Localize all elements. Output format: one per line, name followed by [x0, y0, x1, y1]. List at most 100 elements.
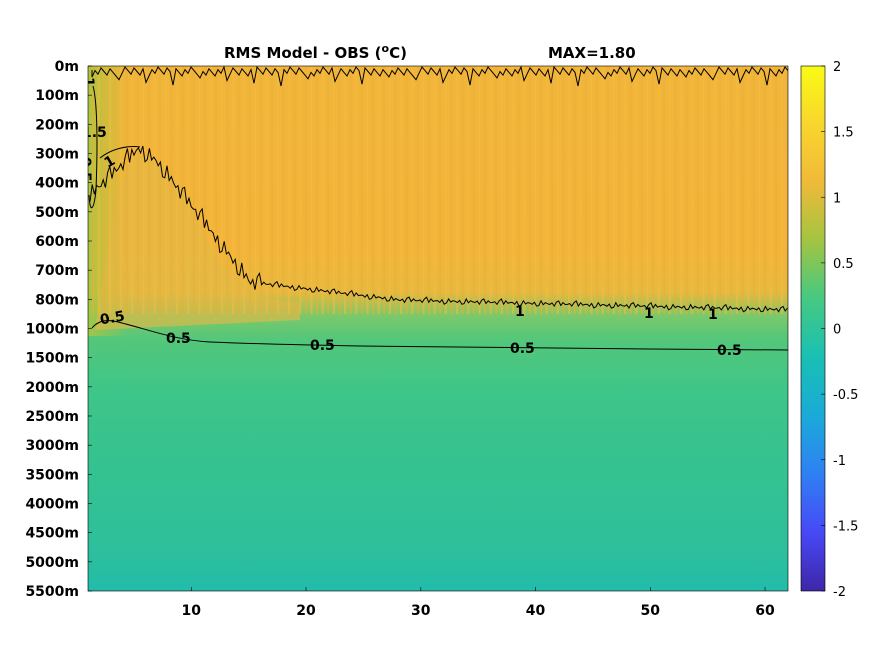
heatmap-stripe	[450, 66, 453, 314]
y-tick-label: 3000m	[25, 438, 79, 454]
heatmap-stripe	[629, 66, 632, 314]
heatmap-stripe	[327, 66, 330, 314]
heatmap-stripe	[383, 66, 386, 314]
heatmap-stripe	[573, 66, 576, 314]
heatmap-stripe	[220, 66, 223, 314]
y-tick-label: 2500m	[25, 409, 79, 425]
heatmap-stripe	[472, 66, 475, 314]
heatmap-stripe	[584, 66, 587, 314]
heatmap-stripe	[517, 66, 520, 314]
contour-1-top	[91, 66, 788, 87]
heatmap-stripe	[596, 66, 599, 314]
heatmap-stripe	[674, 66, 677, 314]
heatmap-stripe	[758, 66, 761, 314]
heatmap-stripe	[232, 66, 235, 314]
heatmap-stripe	[282, 66, 285, 314]
heatmap-stripe	[461, 66, 464, 314]
heatmap-stripe	[204, 66, 207, 314]
heatmap-stripe	[590, 66, 593, 314]
heatmap-stripe	[579, 66, 582, 314]
heatmap-lobe	[95, 152, 300, 330]
x-tick-label: 20	[296, 603, 316, 619]
heatmap-stripe	[187, 66, 190, 314]
colorbar-tick-label: -2	[833, 585, 846, 600]
heatmap-stripe	[528, 66, 531, 314]
heatmap-stripe	[489, 66, 492, 314]
heatmap-stripe	[747, 66, 750, 314]
heatmap-stripe	[540, 66, 543, 314]
heatmap-stripe	[164, 66, 167, 314]
heatmap-stripe	[97, 66, 100, 314]
chart-title: RMS Model - OBS (oC)	[224, 42, 407, 62]
x-tick-label: 10	[182, 603, 202, 619]
heatmap-stripe	[612, 66, 615, 314]
heatmap-stripe	[321, 66, 324, 314]
heatmap-stripe	[293, 66, 296, 314]
heatmap-stripe	[691, 66, 694, 314]
heatmap-stripe	[299, 66, 302, 314]
heatmap-stripe	[495, 66, 498, 314]
heatmap-stripe	[562, 66, 565, 314]
heatmap-stripes	[92, 66, 788, 314]
contour-1	[89, 145, 788, 313]
heatmap-stripe	[741, 66, 744, 314]
contour-label-0.5-a: 0.5	[99, 308, 126, 328]
heatmap-stripe	[377, 66, 380, 314]
colorbar-tick-label: 0	[833, 323, 841, 338]
heatmap-stripe	[500, 66, 503, 314]
contour-0.5	[91, 320, 788, 351]
contour-label-1-a: 1	[515, 304, 525, 320]
heatmap-stripe	[316, 66, 319, 314]
contour-1.5	[99, 146, 141, 159]
heatmap-stripe	[304, 66, 307, 314]
y-tick-label: 700m	[35, 263, 79, 279]
colorbar-tick-label: 1.5	[833, 126, 854, 141]
heatmap-stripe	[176, 66, 179, 314]
heatmap-stripe	[226, 66, 229, 314]
contour-label-1-c: 1	[708, 307, 718, 323]
heatmap-stripe	[400, 66, 403, 314]
heatmap-stripe	[601, 66, 604, 314]
heatmap-stripe	[696, 66, 699, 314]
colorbar-ticks: 2 1.5 1 0.5 0 -0.5 -1 -1.5 -2	[821, 60, 858, 600]
contour-label-1-b: 1	[644, 306, 654, 322]
y-tick-label: 4500m	[25, 526, 79, 542]
y-tick-label: 1500m	[25, 351, 79, 367]
heatmap-stripe	[192, 66, 195, 314]
heatmap-stripe	[764, 66, 767, 314]
heatmap-stripe	[148, 66, 151, 314]
heatmap-stripe	[125, 66, 128, 314]
heatmap-stripe	[344, 66, 347, 314]
heatmap-stripe	[702, 66, 705, 314]
contour-label-0.5-c: 0.5	[310, 338, 335, 354]
contour-label-0.5-d: 0.5	[510, 341, 535, 357]
heatmap-stripe	[271, 66, 274, 314]
heatmap-stripe	[355, 66, 358, 314]
heatmap-stripe	[248, 66, 251, 314]
x-tick-label: 30	[411, 603, 431, 619]
heatmap-stripe	[724, 66, 727, 314]
y-tick-label: 800m	[35, 292, 79, 308]
heatmap-stripe	[506, 66, 509, 314]
contour-label-0.5-b: 0.5	[166, 331, 191, 347]
heatmap-stripe	[276, 66, 279, 314]
x-axis: 10 20 30 40 50 60	[182, 587, 775, 619]
heatmap-stripe	[467, 66, 470, 314]
heatmap-stripe	[444, 66, 447, 314]
x-tick-label: 60	[755, 603, 775, 619]
x-tick-label: 40	[526, 603, 546, 619]
heatmap-stripe	[752, 66, 755, 314]
heatmap-stripe	[484, 66, 487, 314]
heatmap-stripe	[534, 66, 537, 314]
colorbar-tick-label: -0.5	[833, 388, 858, 403]
heatmap-stripe	[422, 66, 425, 314]
heatmap-stripe	[736, 66, 739, 314]
heatmap-stripe	[646, 66, 649, 314]
heatmap-stripe	[153, 66, 156, 314]
contour-label-0.5-left: 0.5	[77, 157, 93, 182]
heatmap-stripe	[439, 66, 442, 314]
heatmap-stripe	[568, 66, 571, 314]
heatmap-stripe	[388, 66, 391, 314]
heatmap-stripe	[170, 66, 173, 314]
